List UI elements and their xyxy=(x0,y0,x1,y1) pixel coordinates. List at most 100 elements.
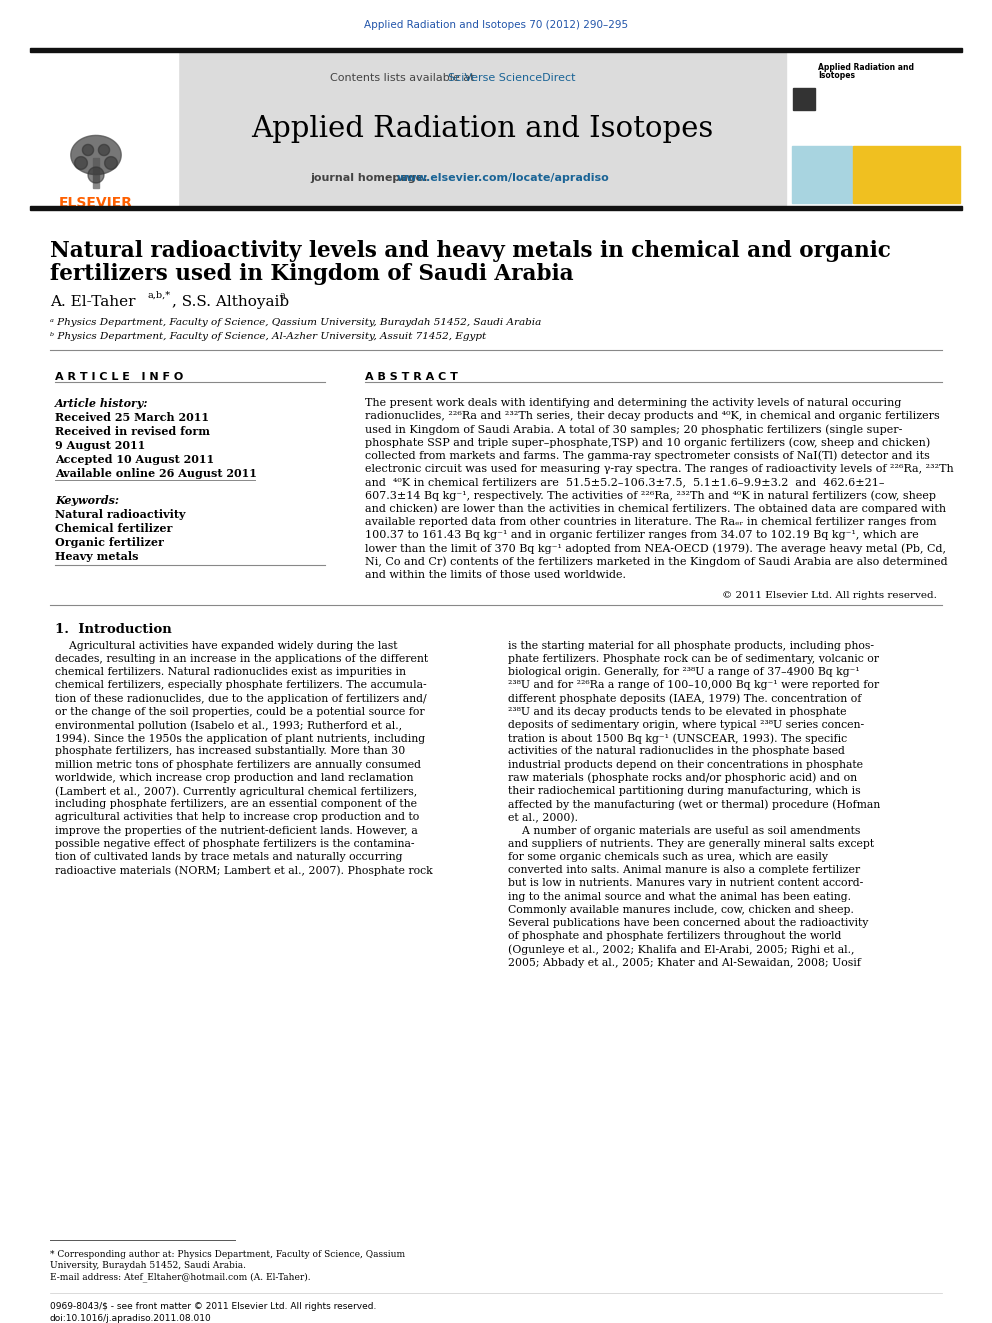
Bar xyxy=(30,52,178,205)
Text: and  ⁴⁰K in chemical fertilizers are  51.5±5.2–106.3±7.5,  5.1±1.6–9.9±3.2  and : and ⁴⁰K in chemical fertilizers are 51.5… xyxy=(365,478,885,487)
Polygon shape xyxy=(104,156,117,169)
Text: used in Kingdom of Saudi Arabia. A total of 30 samples; 20 phosphatic fertilizer: used in Kingdom of Saudi Arabia. A total… xyxy=(365,425,903,435)
Text: , S.S. Althoyaib: , S.S. Althoyaib xyxy=(172,295,289,310)
Text: E-mail address: Atef_Eltaher@hotmail.com (A. El-Taher).: E-mail address: Atef_Eltaher@hotmail.com… xyxy=(50,1271,310,1282)
Text: ELSEVIER: ELSEVIER xyxy=(59,196,133,210)
Bar xyxy=(93,157,99,188)
Text: A B S T R A C T: A B S T R A C T xyxy=(365,372,458,382)
Text: and within the limits of those used worldwide.: and within the limits of those used worl… xyxy=(365,570,626,579)
Text: ²³⁸U and for ²²⁶Ra a range of 100–10,000 Bq kg⁻¹ were reported for: ²³⁸U and for ²²⁶Ra a range of 100–10,000… xyxy=(508,680,879,691)
Text: ing to the animal source and what the animal has been eating.: ing to the animal source and what the an… xyxy=(508,892,851,901)
Text: and suppliers of nutrients. They are generally mineral salts except: and suppliers of nutrients. They are gen… xyxy=(508,839,874,849)
Text: Commonly available manures include, cow, chicken and sheep.: Commonly available manures include, cow,… xyxy=(508,905,854,914)
Text: tion of these radionuclides, due to the application of fertilizers and/: tion of these radionuclides, due to the … xyxy=(55,693,427,704)
Text: available reported data from other countries in literature. The Raₑᵣ in chemical: available reported data from other count… xyxy=(365,517,936,527)
Text: chemical fertilizers, especially phosphate fertilizers. The accumula-: chemical fertilizers, especially phospha… xyxy=(55,680,427,691)
Text: Received 25 March 2011: Received 25 March 2011 xyxy=(55,411,209,423)
Text: a: a xyxy=(280,291,286,300)
Text: Article history:: Article history: xyxy=(55,398,149,409)
Text: Applied Radiation and Isotopes 70 (2012) 290–295: Applied Radiation and Isotopes 70 (2012)… xyxy=(364,20,628,30)
Text: phate fertilizers. Phosphate rock can be of sedimentary, volcanic or: phate fertilizers. Phosphate rock can be… xyxy=(508,654,879,664)
Text: possible negative effect of phosphate fertilizers is the contamina-: possible negative effect of phosphate fe… xyxy=(55,839,415,849)
Polygon shape xyxy=(70,135,121,175)
Text: 100.37 to 161.43 Bq kg⁻¹ and in organic fertilizer ranges from 34.07 to 102.19 B: 100.37 to 161.43 Bq kg⁻¹ and in organic … xyxy=(365,531,919,540)
Text: tion of cultivated lands by trace metals and naturally occurring: tion of cultivated lands by trace metals… xyxy=(55,852,403,863)
Text: tration is about 1500 Bq kg⁻¹ (UNSCEAR, 1993). The specific: tration is about 1500 Bq kg⁻¹ (UNSCEAR, … xyxy=(508,733,847,744)
Bar xyxy=(178,52,786,205)
Bar xyxy=(30,206,962,210)
Text: worldwide, which increase crop production and land reclamation: worldwide, which increase crop productio… xyxy=(55,773,414,783)
Text: journal homepage:: journal homepage: xyxy=(310,173,432,183)
Text: agricultural activities that help to increase crop production and to: agricultural activities that help to inc… xyxy=(55,812,420,823)
Text: for some organic chemicals such as urea, which are easily: for some organic chemicals such as urea,… xyxy=(508,852,828,863)
Text: A number of organic materials are useful as soil amendments: A number of organic materials are useful… xyxy=(508,826,860,836)
Bar xyxy=(792,146,852,202)
Text: million metric tons of phosphate fertilizers are annually consumed: million metric tons of phosphate fertili… xyxy=(55,759,421,770)
Text: deposits of sedimentary origin, where typical ²³⁸U series concen-: deposits of sedimentary origin, where ty… xyxy=(508,720,864,730)
Text: Contents lists available at: Contents lists available at xyxy=(330,73,478,83)
Text: Chemical fertilizer: Chemical fertilizer xyxy=(55,523,173,534)
Polygon shape xyxy=(98,144,109,156)
Text: of phosphate and phosphate fertilizers throughout the world: of phosphate and phosphate fertilizers t… xyxy=(508,931,841,941)
Text: environmental pollution (Isabelo et al., 1993; Rutherford et al.,: environmental pollution (Isabelo et al.,… xyxy=(55,720,402,730)
Text: collected from markets and farms. The gamma-ray spectrometer consists of NaI(Tl): collected from markets and farms. The ga… xyxy=(365,451,930,462)
Text: but is low in nutrients. Manures vary in nutrient content accord-: but is low in nutrients. Manures vary in… xyxy=(508,878,863,889)
Text: The present work deals with identifying and determining the activity levels of n: The present work deals with identifying … xyxy=(365,398,902,407)
Polygon shape xyxy=(88,167,104,183)
Text: or the change of the soil properties, could be a potential source for: or the change of the soil properties, co… xyxy=(55,706,425,717)
Polygon shape xyxy=(74,156,87,169)
Text: A R T I C L E   I N F O: A R T I C L E I N F O xyxy=(55,372,184,382)
Text: Available online 26 August 2011: Available online 26 August 2011 xyxy=(55,468,257,479)
Text: chemical fertilizers. Natural radionuclides exist as impurities in: chemical fertilizers. Natural radionucli… xyxy=(55,667,406,677)
Text: fertilizers used in Kingdom of Saudi Arabia: fertilizers used in Kingdom of Saudi Ara… xyxy=(50,263,573,284)
Text: 0969-8043/$ - see front matter © 2011 Elsevier Ltd. All rights reserved.: 0969-8043/$ - see front matter © 2011 El… xyxy=(50,1302,376,1311)
Bar xyxy=(853,146,960,202)
Text: Accepted 10 August 2011: Accepted 10 August 2011 xyxy=(55,454,214,464)
Text: their radiochemical partitioning during manufacturing, which is: their radiochemical partitioning during … xyxy=(508,786,861,796)
Text: 9 August 2011: 9 August 2011 xyxy=(55,441,145,451)
Text: lower than the limit of 370 Bq kg⁻¹ adopted from NEA-OECD (1979). The average he: lower than the limit of 370 Bq kg⁻¹ adop… xyxy=(365,544,946,554)
Text: electronic circuit was used for measuring γ-ray spectra. The ranges of radioacti: electronic circuit was used for measurin… xyxy=(365,464,953,474)
Text: activities of the natural radionuclides in the phosphate based: activities of the natural radionuclides … xyxy=(508,746,845,757)
Text: ᵃ Physics Department, Faculty of Science, Qassium University, Buraydah 51452, Sa: ᵃ Physics Department, Faculty of Science… xyxy=(50,318,542,327)
Text: industrial products depend on their concentrations in phosphate: industrial products depend on their conc… xyxy=(508,759,863,770)
Text: radioactive materials (NORM; Lambert et al., 2007). Phosphate rock: radioactive materials (NORM; Lambert et … xyxy=(55,865,433,876)
Text: phosphate fertilizers, has increased substantially. More than 30: phosphate fertilizers, has increased sub… xyxy=(55,746,406,757)
Text: * Corresponding author at: Physics Department, Faculty of Science, Qassium: * Corresponding author at: Physics Depar… xyxy=(50,1250,405,1259)
Bar xyxy=(790,52,962,205)
Text: radionuclides, ²²⁶Ra and ²³²Th series, their decay products and ⁴⁰K, in chemical: radionuclides, ²²⁶Ra and ²³²Th series, t… xyxy=(365,411,939,421)
Polygon shape xyxy=(82,144,93,156)
Text: 2005; Abbady et al., 2005; Khater and Al-Sewaidan, 2008; Uosif: 2005; Abbady et al., 2005; Khater and Al… xyxy=(508,958,861,967)
Text: (Ogunleye et al., 2002; Khalifa and El-Arabi, 2005; Righi et al.,: (Ogunleye et al., 2002; Khalifa and El-A… xyxy=(508,945,854,955)
Text: Isotopes: Isotopes xyxy=(818,71,855,79)
Text: doi:10.1016/j.apradiso.2011.08.010: doi:10.1016/j.apradiso.2011.08.010 xyxy=(50,1314,211,1323)
Text: Keywords:: Keywords: xyxy=(55,495,119,505)
Text: Applied Radiation and Isotopes: Applied Radiation and Isotopes xyxy=(251,115,713,143)
Text: Applied Radiation and: Applied Radiation and xyxy=(818,64,914,71)
Text: Several publications have been concerned about the radioactivity: Several publications have been concerned… xyxy=(508,918,868,927)
Bar xyxy=(793,89,815,110)
Text: www.elsevier.com/locate/apradiso: www.elsevier.com/locate/apradiso xyxy=(397,173,610,183)
Text: decades, resulting in an increase in the applications of the different: decades, resulting in an increase in the… xyxy=(55,654,429,664)
Text: Natural radioactivity levels and heavy metals in chemical and organic: Natural radioactivity levels and heavy m… xyxy=(50,239,891,262)
Text: converted into salts. Animal manure is also a complete fertilizer: converted into salts. Animal manure is a… xyxy=(508,865,860,876)
Text: improve the properties of the nutrient-deficient lands. However, a: improve the properties of the nutrient-d… xyxy=(55,826,418,836)
Text: 1.  Introduction: 1. Introduction xyxy=(55,623,172,636)
Text: ²³⁸U and its decay products tends to be elevated in phosphate: ²³⁸U and its decay products tends to be … xyxy=(508,706,846,717)
Text: Received in revised form: Received in revised form xyxy=(55,426,210,437)
Text: A. El-Taher: A. El-Taher xyxy=(50,295,136,310)
Text: (Lambert et al., 2007). Currently agricultural chemical fertilizers,: (Lambert et al., 2007). Currently agricu… xyxy=(55,786,418,796)
Bar xyxy=(792,56,960,146)
Text: Organic fertilizer: Organic fertilizer xyxy=(55,537,164,548)
Text: Agricultural activities have expanded widely during the last: Agricultural activities have expanded wi… xyxy=(55,640,398,651)
Text: 1994). Since the 1950s the application of plant nutrients, including: 1994). Since the 1950s the application o… xyxy=(55,733,426,744)
Text: different phosphate deposits (IAEA, 1979) The. concentration of: different phosphate deposits (IAEA, 1979… xyxy=(508,693,861,704)
Text: Heavy metals: Heavy metals xyxy=(55,550,139,562)
Text: SciVerse ScienceDirect: SciVerse ScienceDirect xyxy=(448,73,575,83)
Text: biological origin. Generally, for ²³⁸U a range of 37–4900 Bq kg⁻¹: biological origin. Generally, for ²³⁸U a… xyxy=(508,667,860,677)
Text: University, Buraydah 51452, Saudi Arabia.: University, Buraydah 51452, Saudi Arabia… xyxy=(50,1261,246,1270)
Text: is the starting material for all phosphate products, including phos-: is the starting material for all phospha… xyxy=(508,640,874,651)
Text: 607.3±14 Bq kg⁻¹, respectively. The activities of ²²⁶Ra, ²³²Th and ⁴⁰K in natura: 607.3±14 Bq kg⁻¹, respectively. The acti… xyxy=(365,491,936,501)
Bar xyxy=(30,48,962,52)
Text: raw materials (phosphate rocks and/or phosphoric acid) and on: raw materials (phosphate rocks and/or ph… xyxy=(508,773,857,783)
